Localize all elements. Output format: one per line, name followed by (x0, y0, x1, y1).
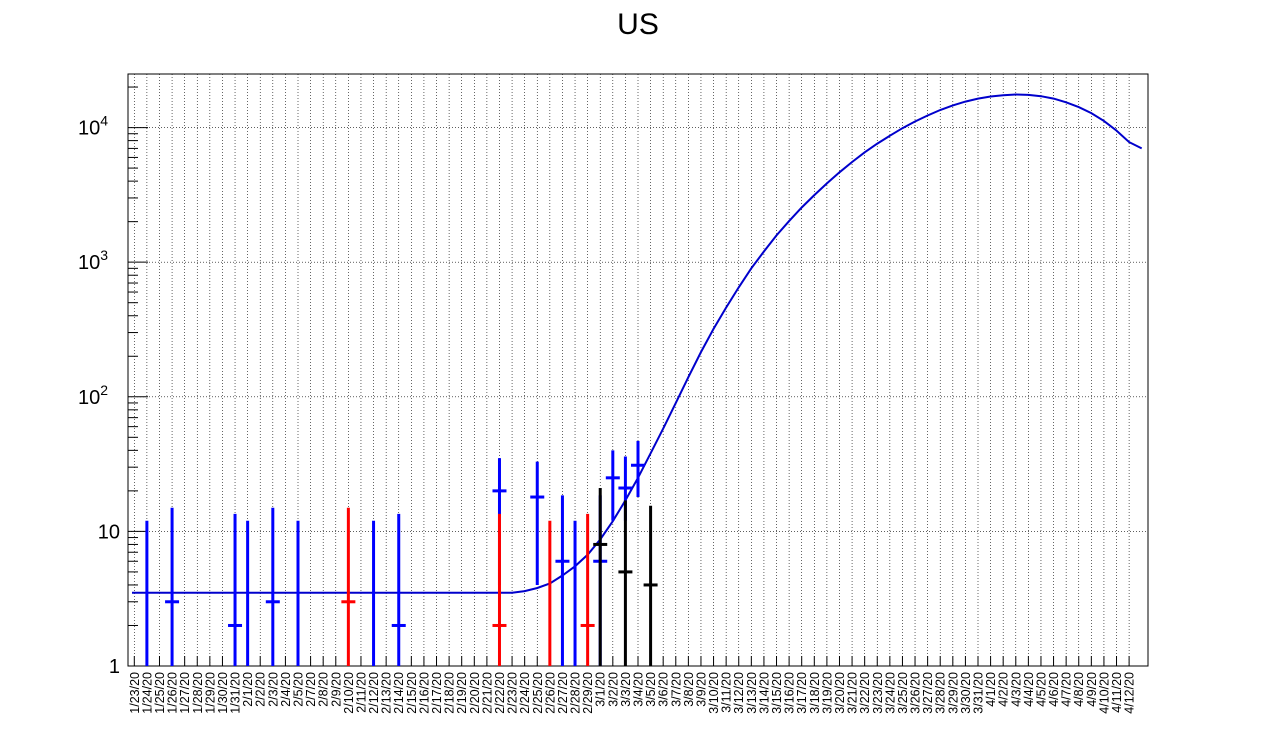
x-tick-label: 1/24/20 (140, 672, 154, 714)
x-tick-label: 4/4/20 (1022, 672, 1036, 707)
x-tick-label: 3/17/20 (795, 672, 809, 714)
x-tick-label: 2/5/20 (292, 672, 306, 707)
x-tick-label: 2/19/20 (455, 672, 469, 714)
x-tick-label: 3/6/20 (657, 672, 671, 707)
x-tick-label: 3/20/20 (833, 672, 847, 714)
x-tick-label: 3/1/20 (594, 672, 608, 707)
x-tick-label: 4/8/20 (1072, 672, 1086, 707)
grid (128, 74, 1148, 667)
x-tick-label: 3/27/20 (921, 672, 935, 714)
y-axis-ticks (128, 86, 148, 667)
x-tick-label: 1/26/20 (166, 672, 180, 714)
y-tick-label: 10 (98, 521, 120, 543)
series-black (593, 488, 658, 666)
x-tick-label: 4/5/20 (1034, 672, 1048, 707)
x-tick-label: 3/14/20 (757, 672, 771, 714)
x-tick-label: 2/17/20 (430, 672, 444, 714)
x-tick-label: 2/26/20 (543, 672, 557, 714)
x-tick-label: 2/1/20 (241, 672, 255, 707)
x-tick-label: 4/7/20 (1060, 672, 1074, 707)
x-tick-label: 1/27/20 (178, 672, 192, 714)
x-tick-label: 2/22/20 (493, 672, 507, 714)
chart-title: US (617, 8, 659, 41)
x-tick-label: 2/3/20 (266, 672, 280, 707)
x-tick-label: 3/25/20 (896, 672, 910, 714)
x-tick-label: 3/23/20 (871, 672, 885, 714)
x-tick-label: 4/12/20 (1123, 672, 1137, 714)
x-tick-label: 3/24/20 (883, 672, 897, 714)
x-tick-label: 2/9/20 (329, 672, 343, 707)
x-tick-label: 3/13/20 (745, 672, 759, 714)
x-tick-label: 2/18/20 (443, 672, 457, 714)
x-tick-label: 3/9/20 (694, 672, 708, 707)
x-tick-label: 3/10/20 (707, 672, 721, 714)
x-tick-label: 3/15/20 (770, 672, 784, 714)
x-tick-label: 3/21/20 (846, 672, 860, 714)
x-tick-label: 2/2/20 (254, 672, 268, 707)
x-tick-label: 3/22/20 (858, 672, 872, 714)
x-tick-label: 2/29/20 (581, 672, 595, 714)
x-tick-label: 2/21/20 (480, 672, 494, 714)
y-tick-label: 104 (78, 113, 108, 140)
x-tick-label: 1/29/20 (203, 672, 217, 714)
x-tick-label: 1/28/20 (191, 672, 205, 714)
x-tick-label: 1/30/20 (216, 672, 230, 714)
x-tick-label: 4/11/20 (1110, 672, 1124, 713)
x-tick-label: 2/16/20 (417, 672, 431, 714)
x-tick-label: 2/28/20 (569, 672, 583, 714)
x-tick-label: 2/8/20 (317, 672, 331, 707)
x-tick-label: 2/14/20 (392, 672, 406, 714)
x-tick-label: 3/31/20 (972, 672, 986, 714)
x-tick-label: 3/28/20 (934, 672, 948, 714)
x-tick-label: 3/7/20 (669, 672, 683, 707)
y-tick-label: 103 (78, 247, 108, 274)
x-tick-label: 4/9/20 (1085, 672, 1099, 707)
x-tick-label: 2/12/20 (367, 672, 381, 714)
x-tick-label: 3/16/20 (783, 672, 797, 714)
x-tick-label: 3/29/20 (946, 672, 960, 714)
x-tick-label: 3/5/20 (644, 672, 658, 707)
x-tick-label: 3/2/20 (606, 672, 620, 707)
y-tick-label: 1 (109, 656, 120, 678)
series-blue (145, 440, 645, 666)
x-tick-label: 2/10/20 (342, 672, 356, 714)
x-tick-label: 2/20/20 (468, 672, 482, 714)
x-tick-label: 3/18/20 (808, 672, 822, 714)
fit-curve (132, 93, 1143, 594)
x-tick-label: 3/3/20 (619, 672, 633, 707)
x-axis-ticks: 1/23/201/24/201/25/201/26/201/27/201/28/… (128, 656, 1137, 714)
x-tick-label: 2/23/20 (506, 672, 520, 714)
x-tick-label: 4/6/20 (1047, 672, 1061, 707)
x-tick-label: 2/11/20 (354, 672, 368, 713)
x-tick-label: 1/23/20 (128, 672, 142, 714)
y-tick-label: 102 (78, 382, 108, 409)
x-tick-label: 4/2/20 (997, 672, 1011, 707)
x-tick-label: 2/4/20 (279, 672, 293, 707)
x-tick-label: 1/31/20 (229, 672, 243, 714)
x-tick-label: 2/24/20 (518, 672, 532, 714)
x-tick-label: 3/30/20 (959, 672, 973, 714)
x-tick-label: 2/27/20 (556, 672, 570, 714)
x-tick-label: 4/1/20 (984, 672, 998, 707)
x-tick-label: 3/19/20 (820, 672, 834, 714)
x-tick-label: 3/8/20 (682, 672, 696, 707)
x-tick-label: 3/4/20 (632, 672, 646, 707)
x-tick-label: 3/26/20 (909, 672, 923, 714)
x-tick-label: 2/7/20 (304, 672, 318, 707)
x-tick-label: 3/11/20 (720, 672, 734, 713)
x-tick-label: 1/25/20 (153, 672, 167, 714)
x-tick-label: 2/25/20 (531, 672, 545, 714)
plot-frame (127, 73, 1149, 667)
x-tick-label: 4/10/20 (1097, 672, 1111, 714)
x-tick-label: 4/3/20 (1009, 672, 1023, 707)
x-tick-label: 2/13/20 (380, 672, 394, 714)
x-tick-label: 3/12/20 (732, 672, 746, 714)
series-red (341, 507, 595, 666)
x-tick-label: 2/15/20 (405, 672, 419, 714)
